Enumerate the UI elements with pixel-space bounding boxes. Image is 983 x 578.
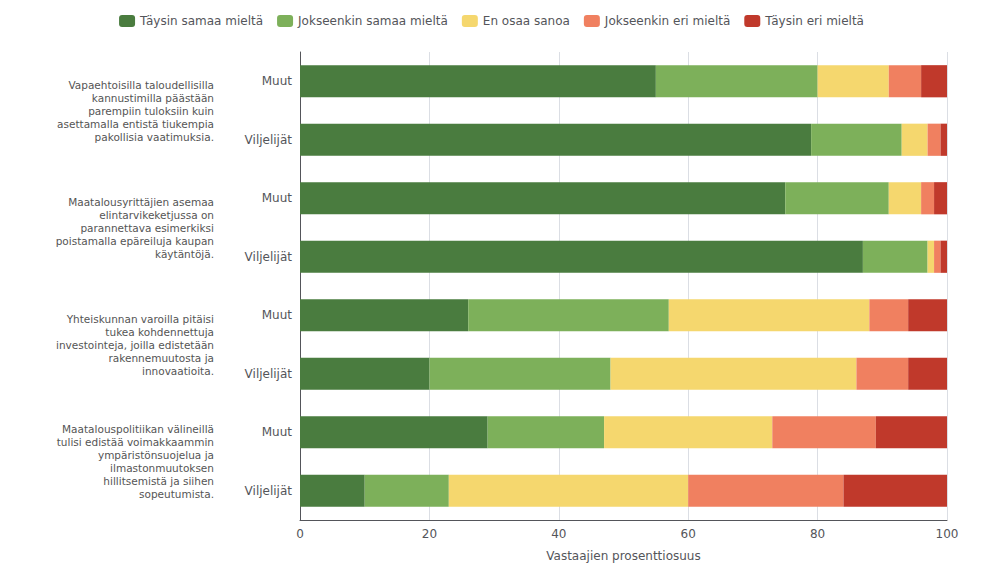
svg-text:20: 20 — [422, 527, 437, 541]
svg-text:rakennemuutosta ja: rakennemuutosta ja — [109, 352, 214, 364]
svg-text:tukea kohdennettuja: tukea kohdennettuja — [105, 326, 214, 338]
svg-text:Jokseenkin samaa mieltä: Jokseenkin samaa mieltä — [297, 14, 448, 28]
svg-text:parempiin tuloksiin kuin: parempiin tuloksiin kuin — [88, 105, 214, 117]
svg-text:poistamalla epäreiluja kaupan: poistamalla epäreiluja kaupan — [56, 235, 214, 247]
svg-text:Muut: Muut — [262, 74, 293, 88]
svg-text:Vastaajien prosenttiosuus: Vastaajien prosenttiosuus — [546, 549, 700, 563]
svg-text:ympäristönsuojelua ja: ympäristönsuojelua ja — [98, 449, 214, 461]
svg-text:0: 0 — [296, 527, 304, 541]
svg-text:innovaatioita.: innovaatioita. — [142, 365, 214, 377]
svg-text:Yhteiskunnan varoilla pitäisi: Yhteiskunnan varoilla pitäisi — [66, 313, 214, 325]
svg-text:sopeutumista.: sopeutumista. — [139, 488, 214, 500]
svg-text:elintarvikeketjussa on: elintarvikeketjussa on — [99, 209, 214, 221]
svg-text:kannustimilla päästään: kannustimilla päästään — [92, 92, 214, 104]
svg-text:60: 60 — [681, 527, 696, 541]
svg-text:80: 80 — [810, 527, 825, 541]
svg-text:pakollisia vaatimuksia.: pakollisia vaatimuksia. — [95, 131, 214, 143]
svg-text:parannettava esimerkiksi: parannettava esimerkiksi — [80, 222, 214, 234]
svg-text:100: 100 — [936, 527, 959, 541]
svg-text:Muut: Muut — [262, 425, 293, 439]
svg-text:käytäntöjä.: käytäntöjä. — [155, 248, 214, 260]
svg-text:Viljelijät: Viljelijät — [245, 367, 293, 381]
svg-text:Viljelijät: Viljelijät — [245, 484, 293, 498]
svg-text:Muut: Muut — [262, 308, 293, 322]
svg-text:Viljelijät: Viljelijät — [245, 133, 293, 147]
svg-text:40: 40 — [551, 527, 566, 541]
svg-text:investointeja, joilla edistetä: investointeja, joilla edistetään — [56, 339, 214, 351]
svg-text:Vapaehtoisilla taloudellisilla: Vapaehtoisilla taloudellisilla — [68, 79, 214, 91]
svg-text:asettamalla entistä tiukempia: asettamalla entistä tiukempia — [57, 118, 214, 130]
svg-text:Muut: Muut — [262, 191, 293, 205]
svg-text:Täysin samaa mieltä: Täysin samaa mieltä — [139, 14, 263, 28]
svg-text:Maatalousyrittäjien asemaa: Maatalousyrittäjien asemaa — [68, 196, 214, 208]
svg-text:Jokseenkin eri mieltä: Jokseenkin eri mieltä — [604, 14, 730, 28]
svg-text:Viljelijät: Viljelijät — [245, 250, 293, 264]
svg-text:En osaa sanoa: En osaa sanoa — [483, 14, 570, 28]
svg-text:tulisi edistää voimakkaammin: tulisi edistää voimakkaammin — [57, 436, 214, 448]
svg-text:Maatalouspolitiikan välineillä: Maatalouspolitiikan välineillä — [62, 423, 214, 435]
svg-text:Täysin eri mieltä: Täysin eri mieltä — [764, 14, 864, 28]
svg-text:ilmastonmuutoksen: ilmastonmuutoksen — [110, 462, 214, 474]
svg-text:hillitsemistä ja siihen: hillitsemistä ja siihen — [103, 475, 214, 487]
